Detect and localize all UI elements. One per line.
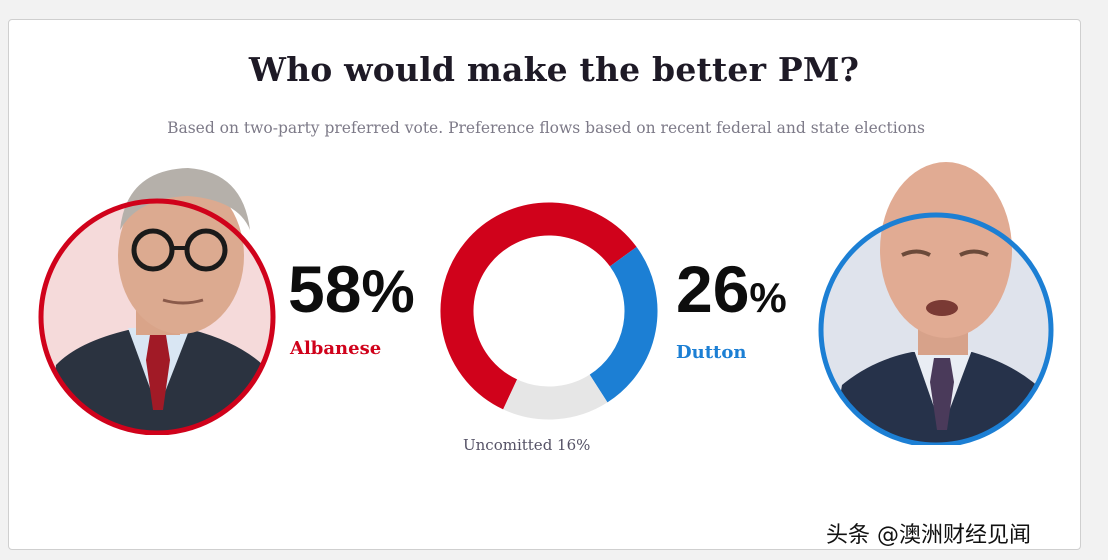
dutton-percent-sign: % [749, 274, 787, 321]
albanese-portrait-icon [38, 168, 276, 435]
albanese-name: Albanese [290, 338, 382, 359]
albanese-percent-sign: % [361, 258, 415, 325]
watermark-text: 头条 @澳洲财经见闻 [826, 523, 1031, 548]
chart-subtitle: Based on two-party preferred vote. Prefe… [167, 119, 925, 137]
albanese-percent-value: 58 [288, 252, 362, 326]
donut-slice-dutton [589, 246, 658, 403]
chart-title: Who would make the better PM? [248, 50, 860, 89]
dutton-percent: 26% [676, 256, 787, 322]
donut-slice-uncomitted [503, 374, 608, 420]
donut-slice-albanese [440, 202, 637, 410]
albanese-percent: 58% [288, 256, 415, 322]
dutton-portrait-icon [818, 162, 1054, 445]
donut-chart [440, 202, 658, 420]
dutton-percent-value: 26 [676, 252, 750, 326]
uncommitted-label: Uncomitted 16% [463, 436, 591, 454]
dutton-name: Dutton [676, 342, 747, 363]
